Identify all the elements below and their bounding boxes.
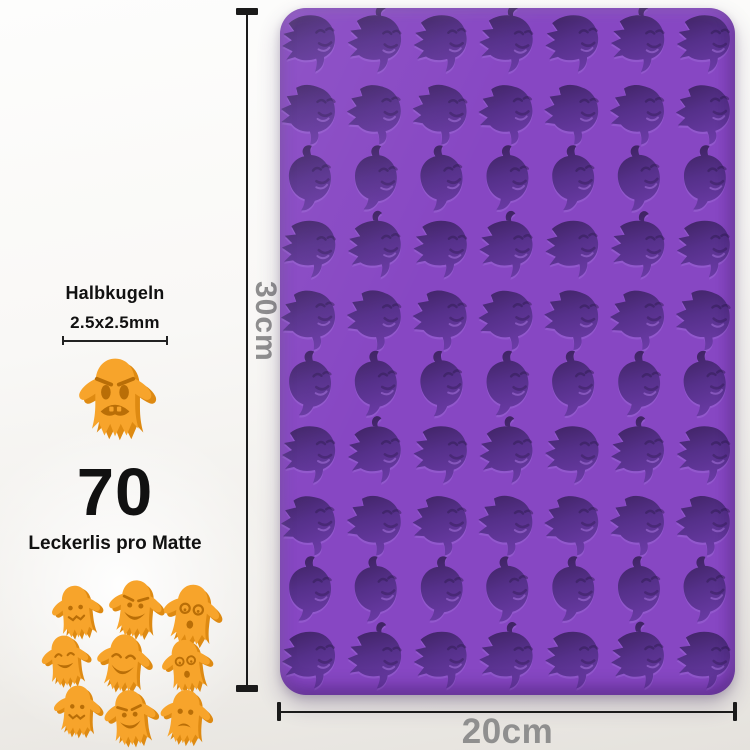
mold-cavity [545, 631, 599, 691]
height-dimension-cap-bottom [236, 685, 258, 692]
mold-cavity [345, 84, 403, 148]
height-dimension-cap-top [236, 8, 258, 15]
mold-cavity [552, 145, 597, 213]
mold-cavity [675, 219, 732, 281]
mold-cavity [478, 621, 533, 692]
mold-cavity [542, 494, 601, 560]
mold-cavity-grid [280, 8, 733, 695]
mold-cavity [542, 289, 600, 354]
mold-cavity [280, 218, 337, 282]
mold-cavity [615, 143, 663, 214]
mold-cavity [543, 219, 601, 282]
spec-block: Halbkugeln 2.5x2.5mm [25, 283, 205, 446]
mold-cavity [287, 144, 334, 214]
cavity-count: 70 [76, 455, 154, 530]
mold-cavity [280, 494, 338, 560]
mold-cavity [345, 289, 402, 354]
mold-cavity [345, 415, 403, 487]
mold-cavity [675, 630, 732, 692]
mold-cavity [608, 495, 665, 559]
mold-cavity [280, 13, 338, 77]
mold-cavity [476, 288, 535, 355]
height-dimension-line [246, 12, 248, 686]
width-dimension-label: 20cm [461, 712, 554, 750]
mold-cavity [551, 350, 597, 419]
mold-cavity [346, 8, 403, 75]
mold-cavity [410, 83, 469, 149]
mold-cavity [543, 424, 601, 487]
mold-cavity [681, 554, 729, 625]
mold-cavity [412, 630, 469, 693]
gummy-ghost [157, 687, 216, 749]
width-dimension-line [279, 711, 735, 713]
mold-cavity [609, 209, 666, 281]
gummy-ghost-group [28, 574, 227, 750]
size-measure-line [62, 336, 168, 345]
mold-cavity [353, 555, 400, 625]
mold-cavity [485, 144, 531, 214]
mold-cavity [287, 350, 334, 419]
mold-cavity [542, 84, 600, 148]
mold-cavity [615, 349, 663, 420]
mold-cavity [418, 144, 466, 214]
mold-cavity [354, 350, 400, 418]
width-dimension-cap-right [733, 702, 737, 721]
count-block: 70 Leckerlis pro Matte [20, 455, 210, 555]
mold-cavity [475, 494, 535, 560]
mold-cavity [478, 415, 533, 486]
mold-cavity [344, 494, 403, 559]
spec-size-value: 2.5x2.5mm [70, 313, 160, 332]
mold-cavity [674, 83, 733, 149]
mold-cavity [280, 289, 337, 354]
mold-cavity [477, 83, 535, 149]
mold-cavity [418, 554, 465, 625]
width-dimension-cap-left [277, 702, 281, 721]
mold-cavity [609, 620, 667, 692]
mold-cavity [282, 426, 336, 486]
mold-cavity [551, 555, 597, 625]
mold-cavity [676, 15, 731, 75]
mold-cavity [610, 8, 665, 75]
mold-cavity [543, 13, 600, 76]
mold-cavity [673, 288, 732, 354]
mold-cavity [287, 555, 333, 625]
mold-cavity [479, 211, 533, 280]
mold-cavity [352, 143, 400, 214]
mold-cavity [418, 349, 466, 420]
mold-cavity [477, 8, 535, 76]
mold-cavity [411, 424, 469, 487]
mold-cavity [610, 85, 665, 147]
mold-cavity [609, 415, 666, 487]
spec-title: Halbkugeln [65, 283, 165, 303]
cavity-count-label: Leckerlis pro Matte [28, 532, 202, 554]
mold-cavity [484, 555, 532, 625]
gummy-ghost-icon [79, 358, 157, 441]
mold-cavity [412, 219, 468, 281]
mold-cavity [618, 556, 663, 624]
mold-cavity [281, 630, 337, 692]
mold-cavity [675, 496, 731, 558]
mold-cavity [280, 83, 337, 148]
mold-cavity [412, 14, 468, 76]
mold-cavity [675, 425, 731, 487]
mold-cavity [682, 144, 728, 214]
mold-cavity [346, 210, 403, 282]
mold-cavity [609, 289, 666, 354]
mold-cavity [412, 290, 467, 353]
silicone-mold [280, 8, 735, 695]
mold-cavity [484, 349, 531, 419]
mold-cavity [682, 349, 729, 419]
mold-cavity [411, 495, 468, 559]
mold-cavity [346, 620, 404, 692]
height-dimension-label: 30cm [249, 281, 282, 362]
